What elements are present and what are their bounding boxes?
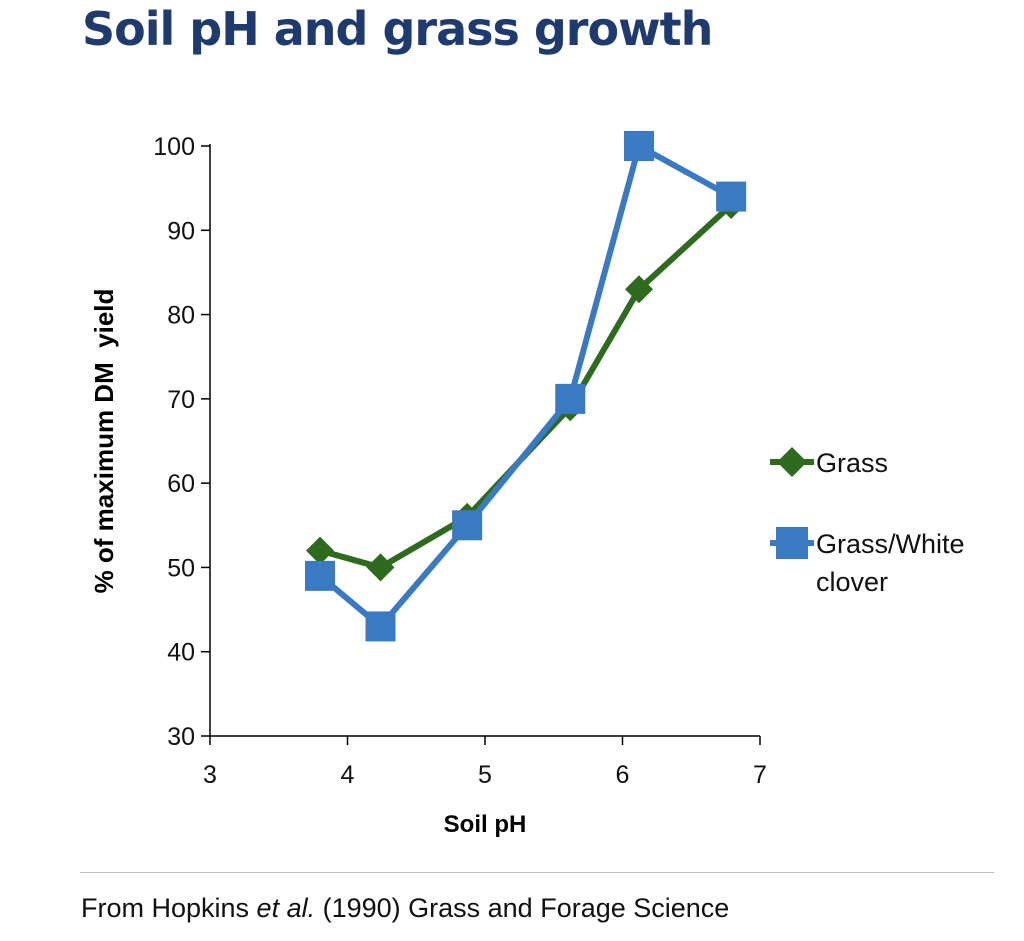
legend-label: Grass/White [816,529,965,559]
series-line [318,143,733,630]
chart-series [305,131,747,642]
legend-label: clover [816,567,888,597]
legend-item-grass-white-clover: Grass/White clover [770,527,965,597]
legend-label: Grass [816,448,888,478]
diamond-marker [366,553,395,582]
y-tick-label: 100 [153,133,195,161]
source-prefix: From Hopkins [81,893,257,923]
square-marker [555,383,586,414]
chart-legend: Grass Grass/White clover [770,447,965,597]
square-marker [305,560,335,591]
series-grass [306,191,746,582]
series-grass-white-clover [305,131,747,642]
line-chart: 30 40 50 60 70 80 90 100 3 4 5 6 7 Soil pH % of maximu… [89,131,965,838]
square-marker [452,510,483,541]
y-tick-label: 40 [167,639,195,667]
square-marker [776,527,808,559]
legend-item-grass: Grass [770,447,888,478]
series-line [319,202,734,571]
footer-divider [80,872,994,873]
y-tick-label: 90 [167,217,195,245]
square-marker [624,131,654,161]
x-tick-label: 3 [203,761,217,789]
y-tick-label: 50 [167,554,195,582]
x-tick-label: 5 [478,761,492,789]
chart-axes: 30 40 50 60 70 80 90 100 3 4 5 6 7 Soil pH % of maximu… [89,133,767,838]
source-suffix: (1990) Grass and Forage Science [315,893,730,923]
y-tick-label: 60 [167,470,195,498]
slide-title: Soil pH and grass growth [82,2,713,56]
x-tick-label: 7 [753,761,767,789]
diamond-marker [306,536,334,565]
x-tick-label: 6 [616,761,630,789]
y-tick-label: 70 [167,386,195,414]
source-italic: et al. [256,893,316,923]
square-marker [365,611,396,642]
y-tick-label: 30 [167,723,195,751]
diamond-marker [777,447,807,477]
square-marker [716,181,747,212]
x-axis-title: Soil pH [444,811,527,838]
source-citation: From Hopkins et al. (1990) Grass and For… [81,893,729,924]
y-axis-title: % of maximum DM yield [89,289,119,594]
x-tick-label: 4 [341,761,355,789]
y-tick-label: 80 [167,302,195,330]
diamond-marker [625,275,653,304]
